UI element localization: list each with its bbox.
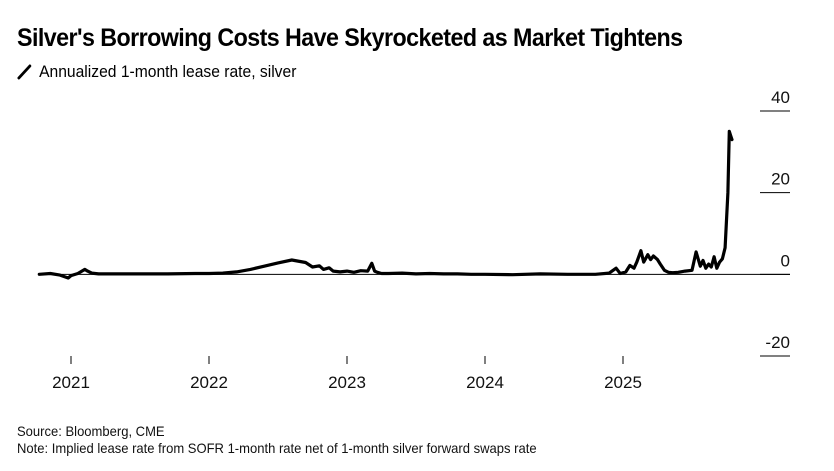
y-tick-label: 20: [771, 170, 790, 189]
y-tick-label: 40: [771, 88, 790, 107]
y-axis: 40 20 0 -20: [760, 88, 790, 357]
y-tick-label: -20: [765, 333, 790, 352]
y-tick-label: 0: [781, 251, 790, 270]
legend: Annualized 1-month lease rate, silver: [17, 62, 296, 82]
legend-label: Annualized 1-month lease rate, silver: [39, 62, 297, 81]
line-swatch-icon: [17, 64, 32, 80]
x-tick-label: 2021: [52, 373, 90, 392]
x-axis: 2021 2022 2023 2024 2025: [52, 356, 642, 392]
chart-title: Silver's Borrowing Costs Have Skyrockete…: [17, 24, 683, 52]
source-note: Source: Bloomberg, CME: [17, 423, 165, 439]
series-line-silver-lease-rate: [37, 129, 734, 280]
methodology-note: Note: Implied lease rate from SOFR 1-mon…: [17, 440, 537, 456]
x-tick-label: 2024: [466, 373, 504, 392]
x-tick-label: 2022: [190, 373, 228, 392]
x-tick-label: 2025: [604, 373, 642, 392]
x-tick-label: 2023: [328, 373, 366, 392]
